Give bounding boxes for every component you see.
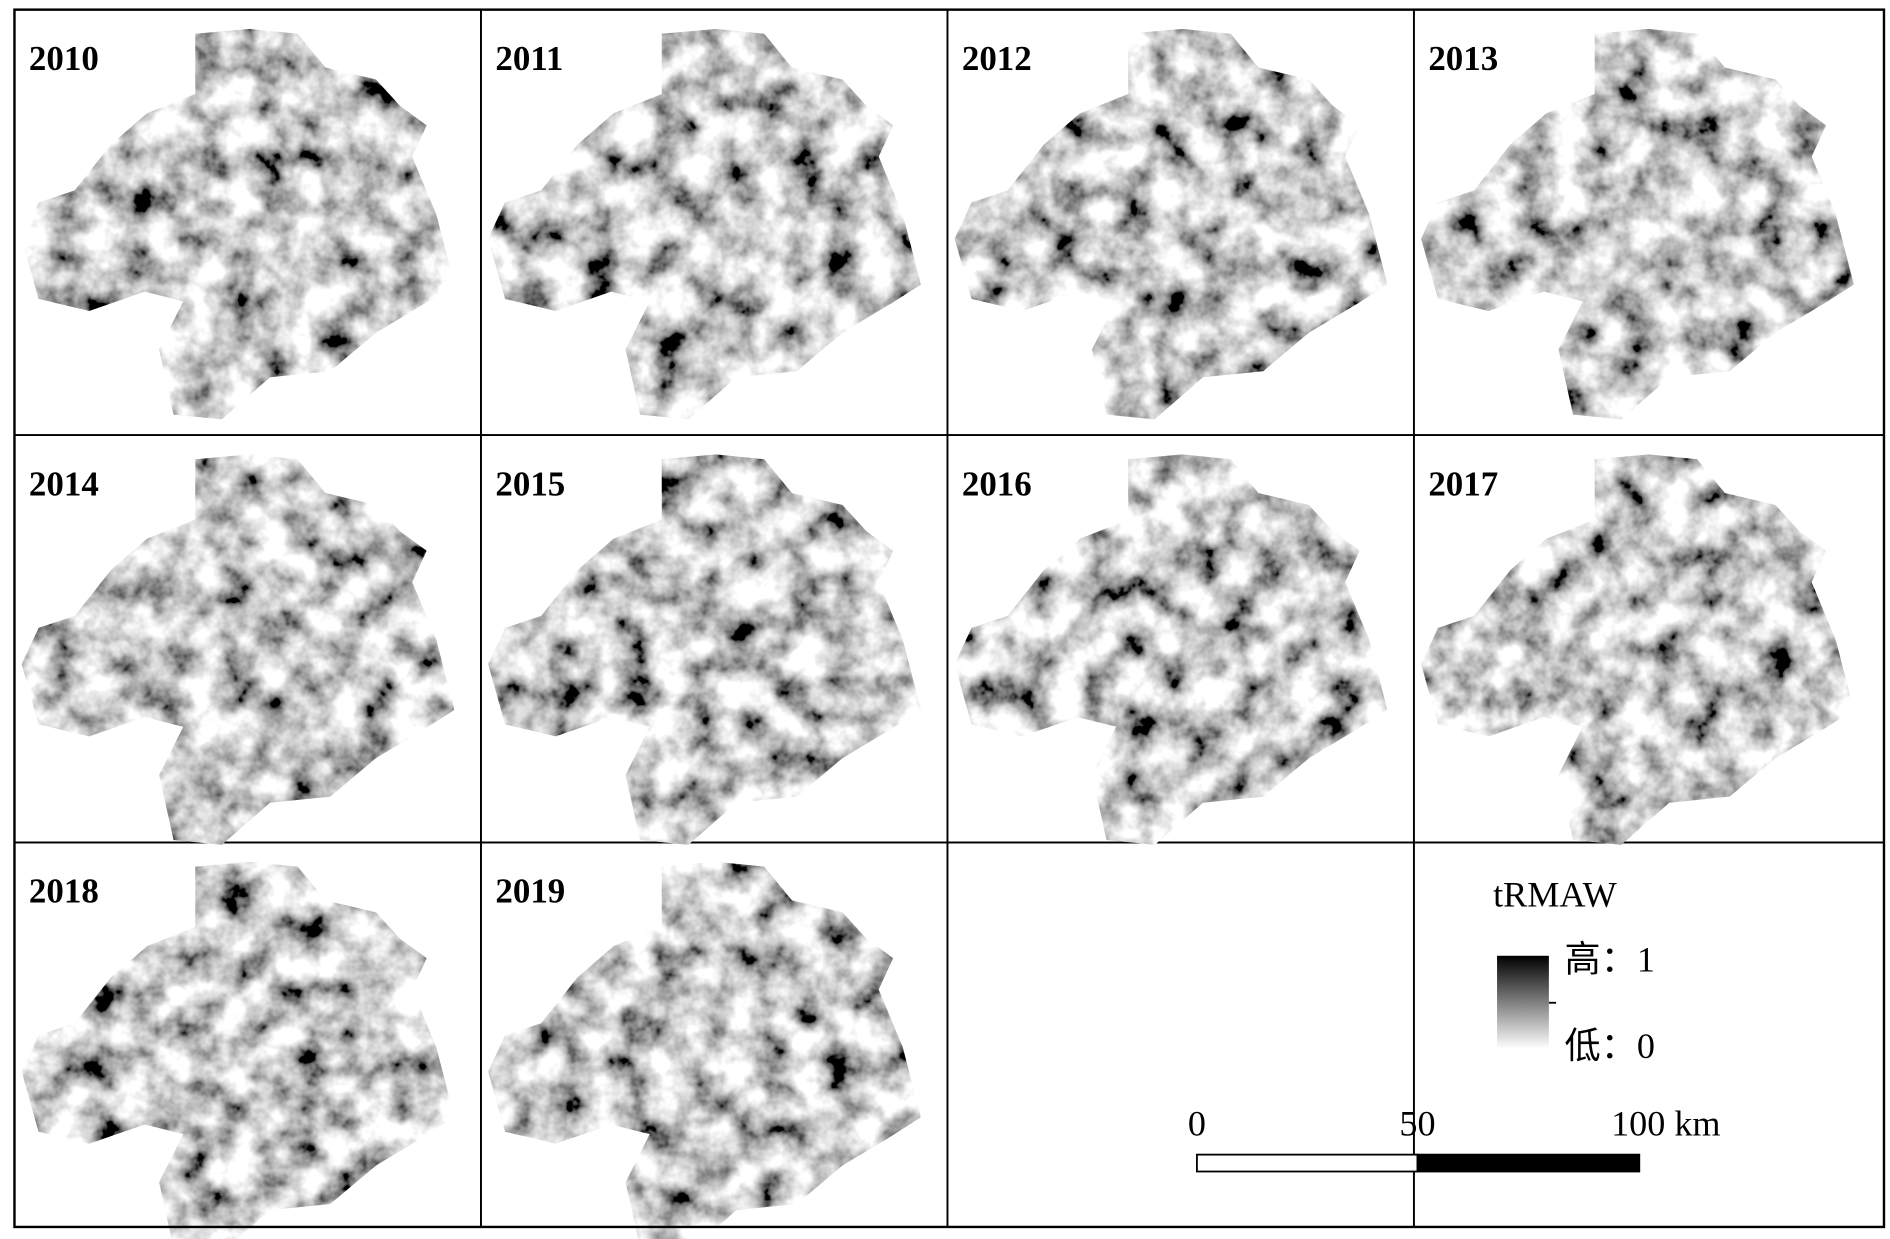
outer-border <box>13 8 1886 1229</box>
map-panel: 2019 <box>488 861 921 1239</box>
year-label: 2017 <box>1428 464 1498 503</box>
year-label: 2015 <box>495 464 565 503</box>
year-label: 2010 <box>29 39 99 78</box>
map-panel: 2017 <box>1421 454 1854 845</box>
year-label: 2012 <box>962 39 1032 78</box>
map-panel: 2012 <box>954 28 1388 420</box>
scale-segment <box>1416 1153 1641 1173</box>
year-label: 2011 <box>495 39 563 78</box>
map-panel: 2010 <box>21 28 455 420</box>
legend-low: 低：0 <box>1565 1026 1655 1066</box>
map-panel: 2018 <box>21 861 455 1239</box>
year-label: 2019 <box>495 872 565 911</box>
map-panel: 2016 <box>954 454 1388 845</box>
scale-label: 50 <box>1399 1103 1435 1143</box>
year-label: 2018 <box>29 872 99 911</box>
legend-ramp <box>1497 955 1549 1049</box>
map-panel: 2015 <box>488 454 921 845</box>
map-panel: 2011 <box>488 28 921 420</box>
scale-segment <box>1196 1153 1419 1173</box>
legend: tRMAW 高：1 低：0 <box>1493 874 1655 1066</box>
year-label: 2016 <box>962 464 1032 503</box>
legend-title: tRMAW <box>1493 874 1617 914</box>
legend-high: 高：1 <box>1565 939 1655 979</box>
map-panel: 2014 <box>21 454 455 845</box>
scale-label: 100 km <box>1611 1103 1720 1143</box>
scale-bar: 0 50 100 km <box>1188 1103 1721 1173</box>
year-label: 2014 <box>29 464 99 503</box>
scale-label: 0 <box>1188 1103 1206 1143</box>
year-label: 2013 <box>1428 39 1498 78</box>
map-panel: 2013 <box>1421 28 1854 420</box>
